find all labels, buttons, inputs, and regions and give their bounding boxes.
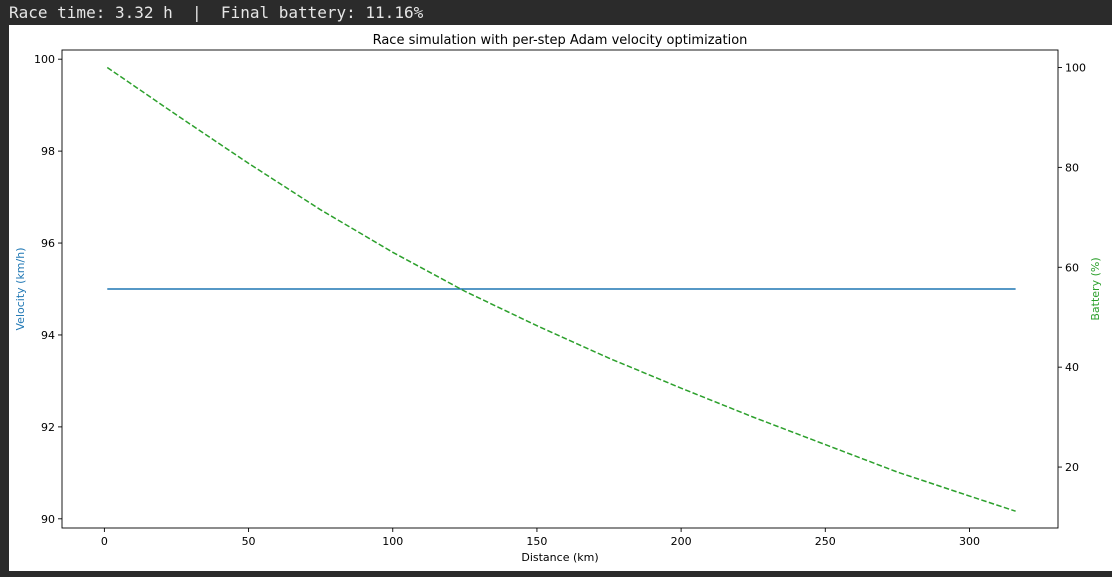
chart-svg: 0 50 100 150 200 250 300 90 92 94 96 98 100 20 40 60 80 1… — [14, 33, 1102, 564]
y-left-axis-label: Velocity (km/h) — [14, 248, 27, 331]
y-left-tick-label: 96 — [41, 237, 55, 250]
y-right-tick-label: 80 — [1065, 161, 1079, 174]
y-right-tick-label: 40 — [1065, 361, 1079, 374]
x-tick-label: 200 — [671, 535, 692, 548]
battery-line — [106, 66, 1016, 512]
x-tick-label: 150 — [526, 535, 547, 548]
x-tick-label: 250 — [815, 535, 836, 548]
x-tick-label: 300 — [959, 535, 980, 548]
y-right-tick-label: 20 — [1065, 461, 1079, 474]
x-tick-label: 100 — [382, 535, 403, 548]
y-left-tick-label: 90 — [41, 513, 55, 526]
y-right-tick-label: 60 — [1065, 261, 1079, 274]
y-right-axis-label: Battery (%) — [1089, 257, 1102, 320]
y-left-tick-label: 92 — [41, 421, 55, 434]
plot-frame — [61, 49, 1059, 529]
chart-title: Race simulation with per-step Adam veloc… — [373, 33, 748, 48]
y-left-tick-label: 98 — [41, 145, 55, 158]
output-text: Race time: 3.32 h | Final battery: 11.16… — [0, 0, 1112, 25]
chart-figure: 0 50 100 150 200 250 300 90 92 94 96 98 100 20 40 60 80 1… — [9, 25, 1112, 571]
y-right-tick-label: 100 — [1065, 61, 1086, 74]
x-tick-label: 50 — [242, 535, 256, 548]
y-left-tick-label: 100 — [34, 53, 55, 66]
x-axis-label: Distance (km) — [521, 551, 598, 564]
x-tick-label: 0 — [101, 535, 108, 548]
y-left-tick-label: 94 — [41, 329, 55, 342]
